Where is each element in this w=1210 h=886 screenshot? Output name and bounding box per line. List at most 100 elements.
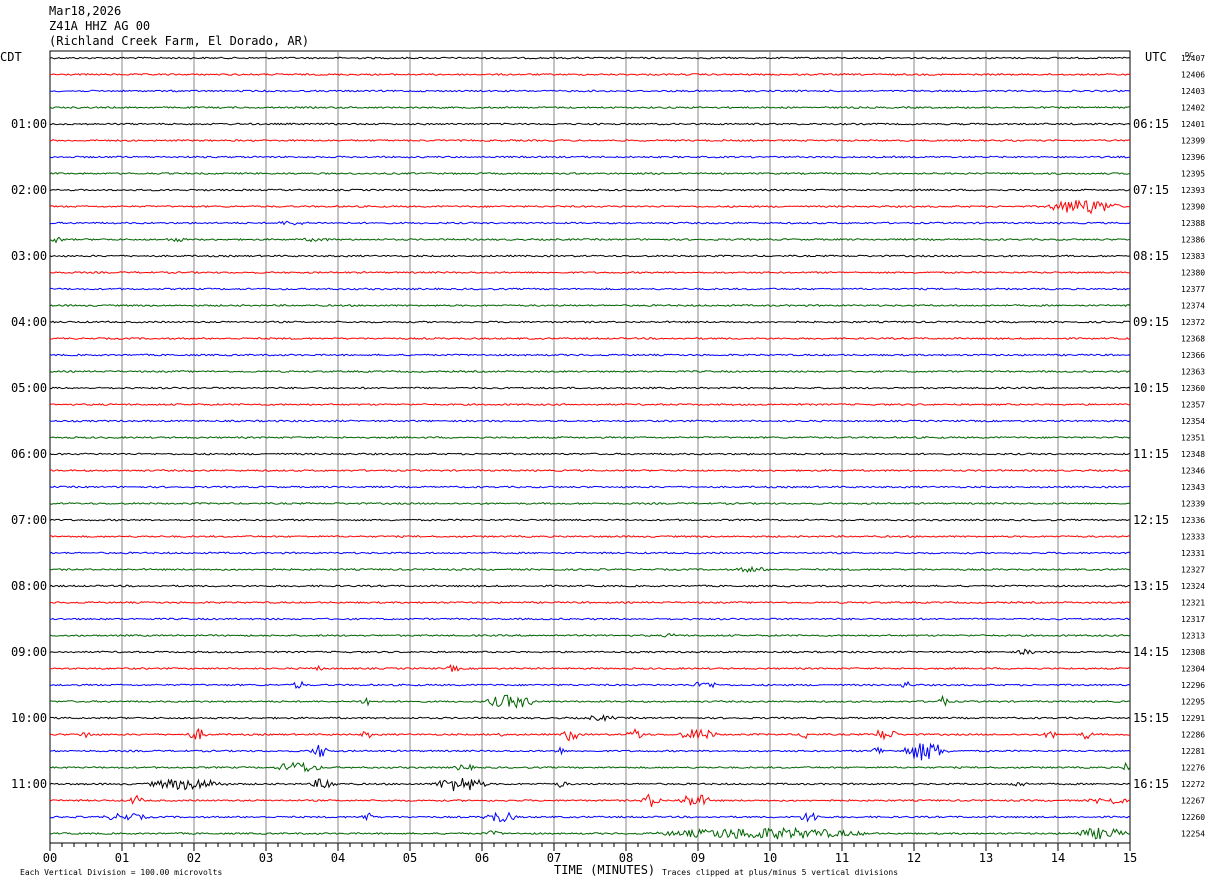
dc-offset-label: 12291 (1181, 714, 1205, 723)
trace-row (49, 287, 1131, 291)
right-hour-label: 10:15 (1133, 381, 1169, 395)
left-hour-label: 01:00 (11, 117, 47, 131)
trace-row (49, 633, 1131, 638)
trace-row (49, 617, 1131, 621)
dc-offset-label: 12286 (1181, 731, 1205, 740)
dc-offset-label: 12395 (1181, 170, 1205, 179)
dc-offset-label: 12267 (1181, 797, 1205, 806)
trace-row (49, 419, 1131, 423)
x-tick-label: 07 (547, 851, 561, 865)
x-tick-label: 00 (43, 851, 57, 865)
right-hour-label: 11:15 (1133, 447, 1169, 461)
trace-row (49, 73, 1131, 76)
trace-row (49, 56, 1131, 60)
trace-row (49, 254, 1131, 258)
trace-row (49, 565, 1131, 574)
trace-row (49, 714, 1131, 723)
x-tick-label: 01 (115, 851, 129, 865)
clip-note: Traces clipped at plus/minus 5 vertical … (662, 868, 898, 877)
dc-offset-label: 12331 (1181, 549, 1205, 558)
traces (49, 56, 1131, 840)
x-tick-label: 06 (475, 851, 489, 865)
dc-offset-label: 12383 (1181, 252, 1205, 261)
dc-offset-label: 12396 (1181, 153, 1205, 162)
x-axis-title: TIME (MINUTES) (554, 863, 655, 877)
dc-offset-label: 12399 (1181, 137, 1205, 146)
trace-row (49, 664, 1131, 672)
trace-row (50, 600, 1131, 605)
station-label: Z41A HHZ AG 00 (49, 19, 151, 33)
dc-offset-label: 12304 (1181, 665, 1205, 674)
trace-row (49, 761, 1131, 773)
trace-row (49, 89, 1131, 93)
trace-row (49, 155, 1131, 159)
x-tick-label: 13 (979, 851, 993, 865)
x-tick-label: 15 (1123, 851, 1137, 865)
trace-row (49, 468, 1131, 472)
x-tick-label: 10 (763, 851, 777, 865)
trace-row (49, 535, 1131, 538)
trace-row (49, 188, 1131, 192)
dc-offset-label: 12321 (1181, 599, 1205, 608)
trace-row (49, 584, 1130, 588)
x-tick-label: 12 (907, 851, 921, 865)
dc-offset-label: 12403 (1181, 87, 1205, 96)
left-hour-label: 10:00 (11, 711, 47, 725)
dc-offset-label: 12363 (1181, 368, 1205, 377)
trace-row (49, 793, 1131, 807)
trace-row (49, 386, 1131, 390)
dc-offset-label: 12296 (1181, 681, 1205, 690)
dc-offset-label: 12272 (1181, 780, 1205, 789)
x-tick-label: 08 (619, 851, 633, 865)
left-hour-label: 08:00 (11, 579, 47, 593)
dc-offset-label: 12366 (1181, 351, 1205, 360)
dc-offset-label: 12313 (1181, 632, 1205, 641)
right-zone-label: UTC (1145, 50, 1167, 64)
trace-row (49, 236, 1131, 244)
left-hour-label: 11:00 (11, 777, 47, 791)
x-tick-label: 02 (187, 851, 201, 865)
trace-row (49, 199, 1131, 215)
dc-offset-label: 12343 (1181, 483, 1205, 492)
trace-row (49, 436, 1131, 439)
x-tick-label: 14 (1051, 851, 1065, 865)
dc-offset-label: 12327 (1181, 566, 1205, 575)
dc-offset-label: 12348 (1181, 450, 1205, 459)
date-label: Mar18,2026 (49, 4, 122, 18)
x-tick-label: 09 (691, 851, 705, 865)
location-label: (Richland Creek Farm, El Dorado, AR) (49, 34, 310, 48)
trace-row (49, 811, 1131, 823)
dc-offset-label: 12333 (1181, 533, 1205, 542)
dc-offset-label: 12308 (1181, 648, 1205, 657)
trace-row (49, 694, 1131, 709)
dc-offset-label: 12390 (1181, 203, 1205, 212)
dc-offset-label: 12281 (1181, 747, 1205, 756)
x-tick-label: 03 (259, 851, 273, 865)
left-hour-label: 03:00 (11, 249, 47, 263)
trace-row (49, 172, 1131, 175)
right-hour-label: 14:15 (1133, 645, 1169, 659)
trace-row (49, 648, 1131, 656)
dc-offset-label: 12372 (1181, 318, 1205, 327)
x-tick-label: 05 (403, 851, 417, 865)
labels: CDT UTC DC TIME (MINUTES) Each Vertical … (0, 50, 1205, 877)
dc-offset-label: 12339 (1181, 500, 1205, 509)
dc-label: DC (1185, 51, 1193, 59)
dc-offset-label: 12388 (1181, 219, 1205, 228)
dc-offset-label: 12393 (1181, 186, 1205, 195)
left-hour-label: 06:00 (11, 447, 47, 461)
trace-row (49, 122, 1131, 126)
left-zone-label: CDT (0, 50, 22, 64)
right-hour-label: 09:15 (1133, 315, 1169, 329)
right-hour-label: 16:15 (1133, 777, 1169, 791)
dc-offset-label: 12402 (1181, 104, 1205, 113)
dc-offset-label: 12377 (1181, 285, 1205, 294)
left-hour-label: 02:00 (11, 183, 47, 197)
trace-row (49, 826, 1131, 840)
trace-row (49, 304, 1131, 307)
dc-offset-label: 12317 (1181, 615, 1205, 624)
dc-offset-label: 12276 (1181, 764, 1205, 773)
right-hour-label: 12:15 (1133, 513, 1169, 527)
dc-offset-label: 12336 (1181, 516, 1205, 525)
